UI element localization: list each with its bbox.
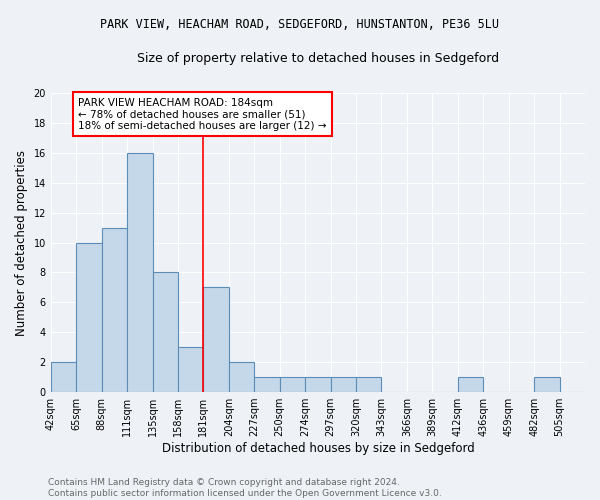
X-axis label: Distribution of detached houses by size in Sedgeford: Distribution of detached houses by size …: [161, 442, 474, 455]
Bar: [534, 377, 560, 392]
Bar: [229, 362, 254, 392]
Text: PARK VIEW HEACHAM ROAD: 184sqm
← 78% of detached houses are smaller (51)
18% of : PARK VIEW HEACHAM ROAD: 184sqm ← 78% of …: [79, 98, 327, 130]
Text: Contains HM Land Registry data © Crown copyright and database right 2024.
Contai: Contains HM Land Registry data © Crown c…: [48, 478, 442, 498]
Bar: [76, 242, 101, 392]
Bar: [458, 377, 483, 392]
Y-axis label: Number of detached properties: Number of detached properties: [15, 150, 28, 336]
Text: PARK VIEW, HEACHAM ROAD, SEDGEFORD, HUNSTANTON, PE36 5LU: PARK VIEW, HEACHAM ROAD, SEDGEFORD, HUNS…: [101, 18, 499, 30]
Bar: [152, 272, 178, 392]
Bar: [305, 377, 331, 392]
Bar: [254, 377, 280, 392]
Bar: [127, 153, 152, 392]
Bar: [203, 288, 229, 392]
Bar: [356, 377, 382, 392]
Bar: [178, 347, 203, 392]
Bar: [101, 228, 127, 392]
Bar: [331, 377, 356, 392]
Bar: [280, 377, 305, 392]
Bar: [51, 362, 76, 392]
Title: Size of property relative to detached houses in Sedgeford: Size of property relative to detached ho…: [137, 52, 499, 66]
